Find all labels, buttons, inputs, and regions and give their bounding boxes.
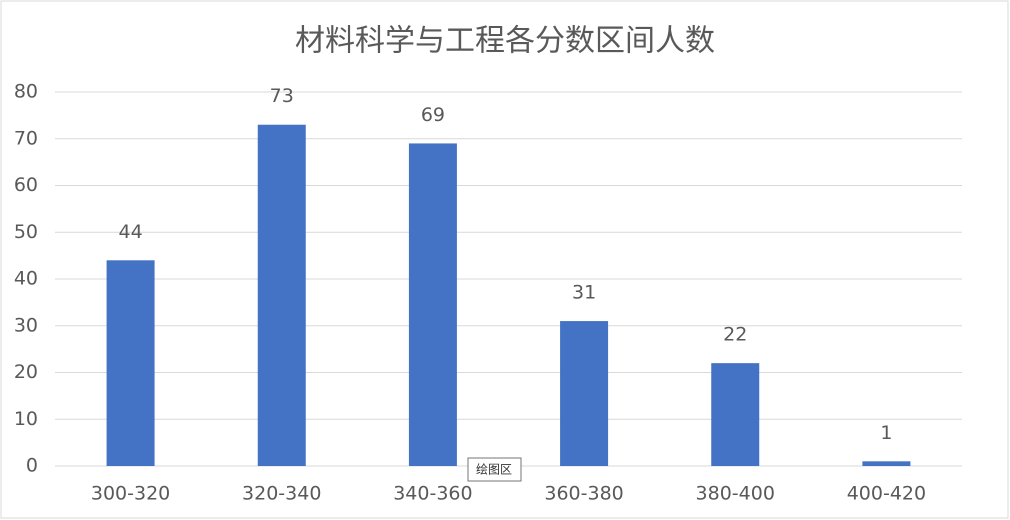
data-label: 44 — [118, 221, 142, 243]
y-tick-label: 0 — [26, 455, 38, 477]
bar — [560, 321, 609, 466]
y-tick-label: 80 — [14, 81, 38, 103]
data-label: 69 — [421, 104, 445, 126]
x-tick-label: 360-380 — [544, 483, 623, 505]
chart-title: 材料科学与工程各分数区间人数 — [295, 24, 715, 59]
y-tick-label: 20 — [14, 361, 38, 383]
y-tick-label: 50 — [14, 221, 38, 243]
data-label: 31 — [572, 282, 596, 304]
y-tick-label: 10 — [14, 408, 38, 430]
x-tick-label: 300-320 — [91, 483, 170, 505]
bar — [408, 143, 457, 467]
y-tick-label: 30 — [14, 314, 38, 336]
data-label: 1 — [880, 422, 892, 444]
x-tick-label: 340-360 — [393, 483, 472, 505]
bar — [711, 363, 760, 466]
tooltip-box — [467, 457, 522, 482]
data-label: 73 — [270, 85, 294, 107]
data-label: 22 — [723, 324, 747, 346]
bar — [257, 124, 306, 466]
y-tick-label: 60 — [14, 174, 38, 196]
x-tick-label: 320-340 — [242, 483, 321, 505]
x-tick-label: 400-420 — [847, 483, 926, 505]
y-tick-label: 40 — [14, 268, 38, 290]
bar — [862, 461, 911, 466]
tooltip: 绘图区 — [476, 462, 512, 477]
y-tick-label: 70 — [14, 127, 38, 149]
bar — [106, 260, 155, 466]
x-tick-label: 380-400 — [696, 483, 775, 505]
